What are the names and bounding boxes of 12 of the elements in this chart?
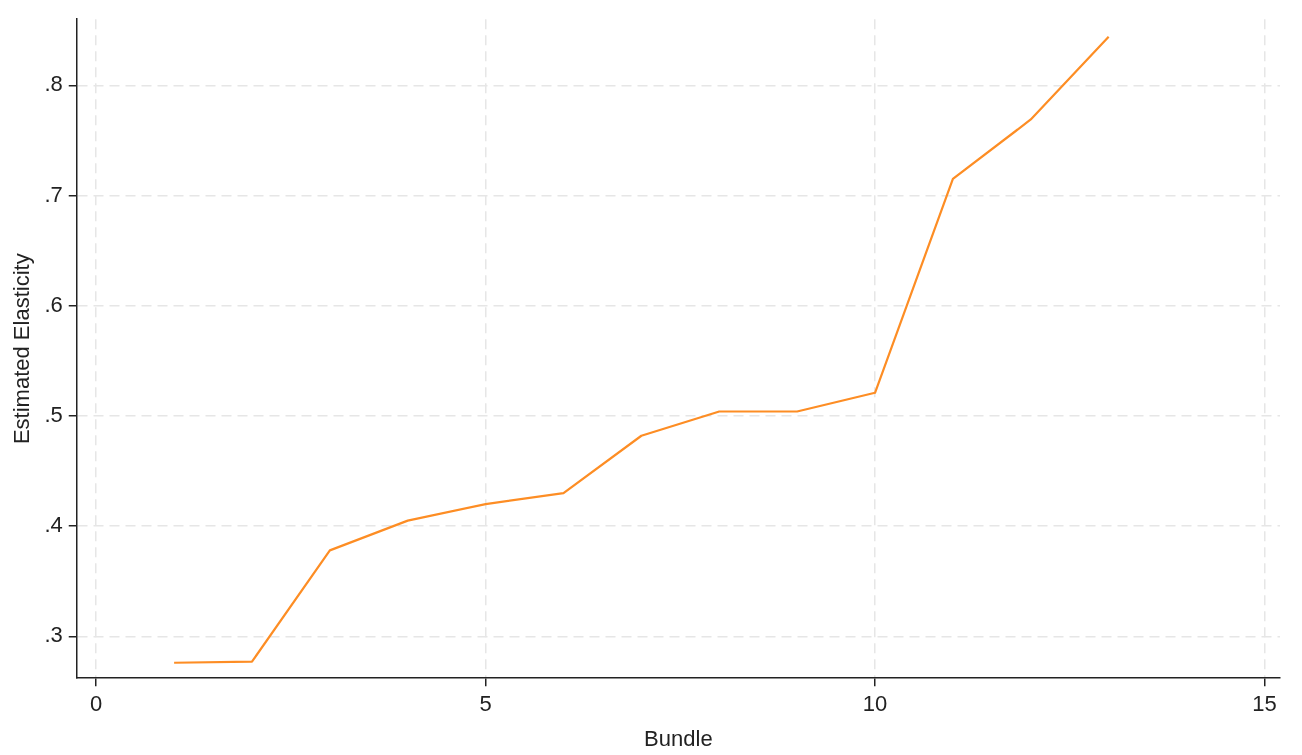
y-tick-label: .8: [44, 71, 63, 97]
x-tick-label: 0: [90, 691, 103, 717]
x-tick-label: 10: [862, 691, 888, 717]
x-tick-label: 15: [1252, 691, 1277, 717]
y-tick-label: .5: [44, 401, 63, 427]
y-tick-label: .4: [44, 512, 63, 538]
y-tick-label: .7: [44, 181, 63, 207]
y-tick-label: .6: [44, 291, 63, 317]
x-tick-label: 5: [479, 691, 492, 717]
y-axis-title: Estimated Elasticity: [9, 253, 35, 445]
x-axis-title: Bundle: [644, 725, 713, 751]
y-tick-label: .3: [44, 622, 63, 648]
